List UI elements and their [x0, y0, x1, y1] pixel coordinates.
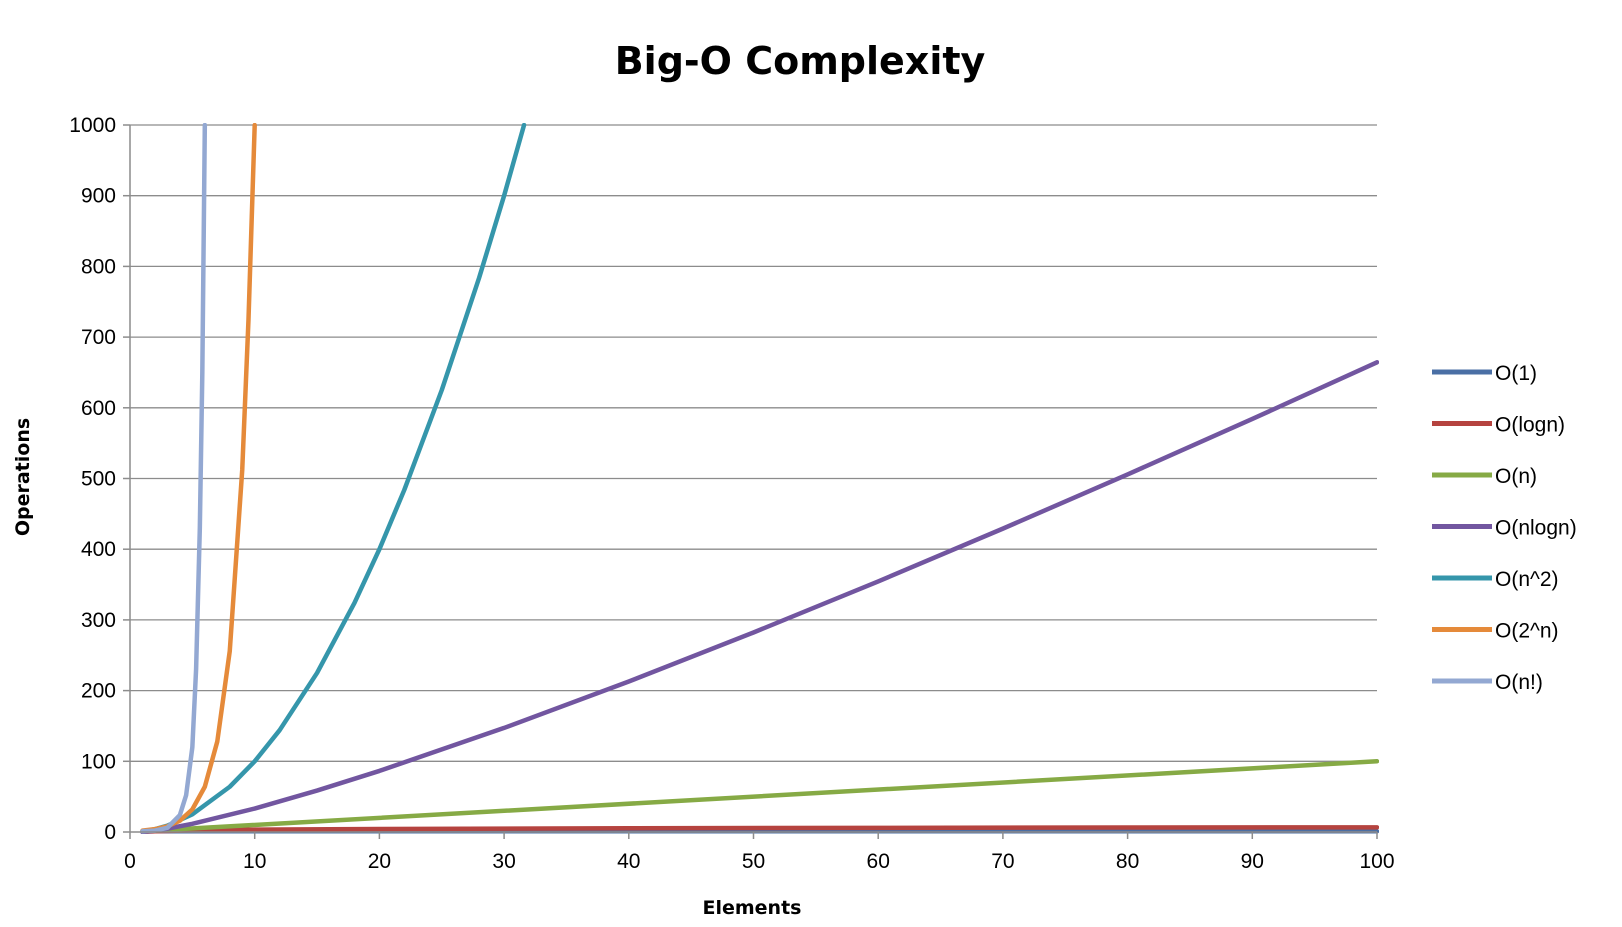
y-axis-label: Operations [12, 418, 34, 536]
x-tick-label: 80 [1116, 850, 1139, 873]
legend-label-o-n: O(n!) [1495, 671, 1543, 694]
y-tick-label: 300 [81, 609, 116, 632]
x-tick-label: 70 [991, 850, 1014, 873]
series-line-o-n [140, 759, 1379, 834]
legend-label-o-n-2: O(n^2) [1495, 568, 1559, 591]
gridlines [130, 124, 1377, 762]
legend-label-o-1: O(1) [1495, 362, 1537, 385]
x-tick-label: 30 [492, 850, 515, 873]
legend-label-o-2-n: O(2^n) [1495, 620, 1559, 643]
x-tick-label: 50 [742, 850, 765, 873]
x-tick-label: 90 [1241, 850, 1264, 873]
y-tick-label: 200 [81, 680, 116, 703]
x-tick-label: 10 [243, 850, 266, 873]
legend-label-o-n: O(n) [1495, 465, 1537, 488]
y-tick-label: 800 [81, 255, 116, 278]
y-tick-label: 100 [81, 750, 116, 773]
y-tick-label: 500 [81, 468, 116, 491]
y-tick-label: 1000 [69, 114, 116, 137]
legend-label-o-logn: O(logn) [1495, 414, 1565, 437]
y-axis-ticks: 0 100 200 300 400 500 600 700 800 900 1000 [69, 114, 130, 844]
x-axis-label: Elements [703, 897, 802, 919]
legend-label-o-nlogn: O(nlogn) [1495, 517, 1577, 540]
x-tick-label: 100 [1359, 850, 1394, 873]
y-tick-label: 0 [104, 821, 116, 844]
x-tick-label: 40 [617, 850, 640, 873]
x-tick-label: 20 [368, 850, 391, 873]
y-tick-label: 900 [81, 185, 116, 208]
y-tick-label: 600 [81, 397, 116, 420]
x-tick-label: 60 [867, 850, 890, 873]
series-line-o-nlogn [140, 360, 1379, 834]
y-tick-label: 700 [81, 326, 116, 349]
series-line-o-n [140, 123, 208, 834]
chart-title: Big-O Complexity [615, 39, 986, 83]
x-tick-label: 0 [124, 850, 136, 873]
legend: O(1) O(logn) O(n) O(nlogn) O(n^2) O(2^n) O(n!) [1432, 362, 1577, 694]
x-axis-ticks: 0 10 20 30 40 50 60 70 80 90 100 [124, 832, 1395, 873]
y-tick-label: 400 [81, 538, 116, 561]
